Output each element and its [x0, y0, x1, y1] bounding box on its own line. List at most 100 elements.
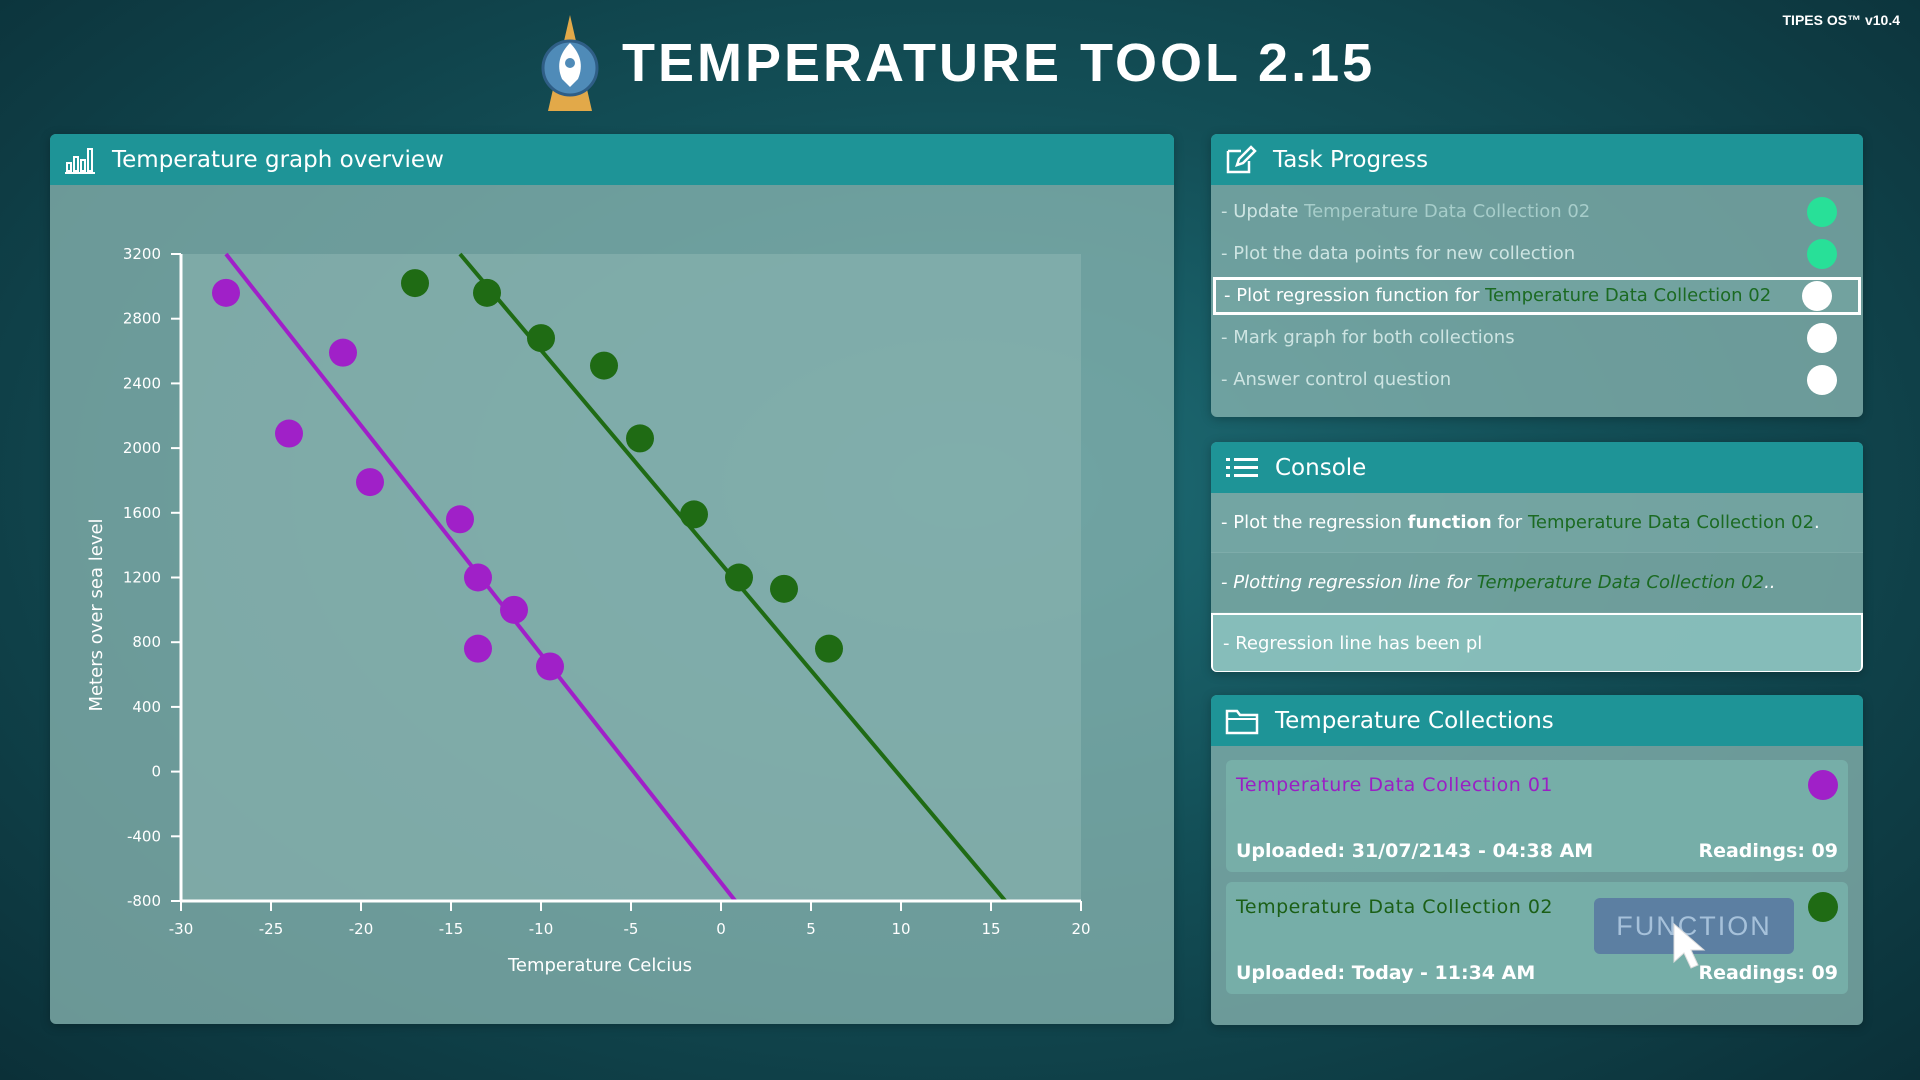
data-point-series-1: [446, 505, 474, 534]
y-tick-label: 2000: [123, 439, 161, 457]
graph-panel: Temperature graph overview -30 -25 -20 -15 -…: [50, 134, 1174, 1024]
y-tick-label: 2800: [123, 310, 161, 328]
x-tick-label: -10: [529, 920, 554, 938]
task-item-plot-points[interactable]: - Plot the data points for new collectio…: [1211, 233, 1863, 275]
y-tick-label: 3200: [123, 245, 161, 263]
task-status-pending-indicator: [1802, 281, 1832, 311]
data-point-series-2: [590, 351, 618, 380]
collections-panel-header: Temperature Collections: [1211, 695, 1863, 746]
bar-chart-icon: [65, 147, 95, 174]
console-panel-title: Console: [1275, 454, 1367, 481]
x-tick-label: -20: [349, 920, 374, 938]
collection-name: Temperature Data Collection 02: [1236, 896, 1553, 918]
temperature-chart: -30 -25 -20 -15 -10 -5 0 5 10 15 20 -800 -400 0 400 800…: [86, 245, 1091, 976]
graph-panel-title: Temperature graph overview: [112, 146, 444, 173]
data-point-series-2: [473, 278, 501, 307]
task-status-done-indicator: [1807, 197, 1837, 227]
task-text: - Plot regression function for: [1224, 285, 1486, 306]
y-tick-label: 800: [132, 633, 161, 651]
task-text: - Mark graph for both collections: [1221, 327, 1515, 348]
console-highlight: Temperature Data Collection 02: [1476, 572, 1765, 593]
os-version-badge: TIPES OS™ v10.4: [1782, 12, 1901, 28]
data-point-series-1: [329, 338, 357, 367]
console-highlight: Temperature Data Collection 02: [1527, 512, 1815, 533]
collection-footer: Uploaded: 31/07/2143 - 04:38 AM Readings…: [1236, 840, 1838, 862]
task-item-control-question[interactable]: - Answer control question: [1211, 359, 1863, 401]
console-text: - Plotting regression line for: [1221, 572, 1471, 593]
console-line: - Plot the regression function for Tempe…: [1211, 493, 1863, 553]
app-title: TEMPERATURE TOOL 2.15: [622, 32, 1376, 93]
data-point-series-1: [536, 652, 564, 681]
function-button[interactable]: FUNCTION: [1594, 898, 1794, 954]
x-tick-label: -30: [169, 920, 194, 938]
task-highlight: Temperature Data Collection 02: [1304, 201, 1591, 222]
data-point-series-2: [680, 500, 708, 529]
data-point-series-1: [500, 595, 528, 624]
y-tick-label: 1200: [123, 569, 161, 587]
data-point-series-2: [527, 324, 555, 353]
y-axis-label: Meters over sea level: [86, 518, 107, 711]
console-text: - Regression line has been pl: [1223, 632, 1483, 654]
data-point-series-2: [626, 424, 654, 453]
folder-icon: [1225, 709, 1259, 734]
console-text: for: [1497, 512, 1523, 533]
console-text: - Plot the regression: [1221, 512, 1402, 533]
task-item-plot-regression[interactable]: - Plot regression function for Temperatu…: [1213, 277, 1861, 315]
collection-uploaded: Uploaded: Today - 11:34 AM: [1236, 962, 1536, 984]
collection-color-indicator: [1808, 770, 1838, 800]
graph-panel-header: Temperature graph overview: [50, 134, 1174, 185]
y-tick-label: 1600: [123, 504, 161, 522]
x-tick-label: -5: [624, 920, 639, 938]
console-line: - Plotting regression line for Temperatu…: [1211, 553, 1863, 613]
console-bold-text: function: [1407, 512, 1492, 533]
list-icon: [1226, 457, 1258, 477]
data-point-series-1: [356, 468, 384, 497]
task-text: - Update: [1221, 201, 1305, 222]
x-tick-label: 10: [891, 920, 910, 938]
console-panel: Console - Plot the regression function f…: [1211, 442, 1863, 672]
rocket-globe-logo-icon: [541, 14, 599, 111]
data-point-series-2: [815, 634, 843, 663]
data-point-series-2: [770, 574, 798, 603]
collection-name: Temperature Data Collection 01: [1236, 774, 1553, 796]
x-tick-label: -15: [439, 920, 464, 938]
x-tick-label: -25: [259, 920, 284, 938]
x-tick-label: 5: [806, 920, 816, 938]
y-tick-label: 2400: [123, 374, 161, 392]
task-item-mark-graph[interactable]: - Mark graph for both collections: [1211, 317, 1863, 359]
y-tick-label: -400: [127, 827, 161, 845]
x-axis-label: Temperature Celcius: [507, 955, 692, 976]
task-panel-header: Task Progress: [1211, 134, 1863, 185]
collection-color-indicator: [1808, 892, 1838, 922]
collection-card-01[interactable]: Temperature Data Collection 01 Uploaded:…: [1226, 760, 1848, 872]
x-tick-label: 20: [1071, 920, 1090, 938]
data-point-series-2: [725, 563, 753, 592]
console-text: ..: [1764, 572, 1776, 593]
task-panel-title: Task Progress: [1273, 146, 1429, 173]
task-progress-panel: Task Progress - Update Temperature Data …: [1211, 134, 1863, 417]
data-point-series-1: [464, 634, 492, 663]
collection-readings: Readings: 09: [1698, 962, 1838, 984]
plot-area: [181, 254, 1081, 901]
y-tick-label: -800: [127, 892, 161, 910]
collection-card-02[interactable]: Temperature Data Collection 02 FUNCTION …: [1226, 882, 1848, 994]
console-current-line: - Regression line has been pl: [1211, 613, 1863, 672]
collection-footer: Uploaded: Today - 11:34 AM Readings: 09: [1236, 962, 1838, 984]
task-status-pending-indicator: [1807, 323, 1837, 353]
data-point-series-2: [401, 269, 429, 298]
collection-readings: Readings: 09: [1698, 840, 1838, 862]
data-point-series-1: [464, 563, 492, 592]
task-text: - Plot the data points for new collectio…: [1221, 243, 1576, 264]
edit-icon: [1226, 144, 1257, 173]
app-header: TEMPERATURE TOOL 2.15: [540, 10, 1375, 115]
collection-uploaded: Uploaded: 31/07/2143 - 04:38 AM: [1236, 840, 1594, 862]
collections-panel-title: Temperature Collections: [1275, 707, 1554, 734]
temperature-collections-panel: Temperature Collections Temperature Data…: [1211, 695, 1863, 1025]
task-text: - Answer control question: [1221, 369, 1452, 390]
y-tick-label: 0: [151, 763, 161, 781]
task-item-update[interactable]: - Update Temperature Data Collection 02: [1211, 191, 1863, 233]
data-point-series-1: [212, 278, 240, 307]
task-status-done-indicator: [1807, 239, 1837, 269]
console-text: .: [1814, 512, 1820, 533]
task-status-pending-indicator: [1807, 365, 1837, 395]
